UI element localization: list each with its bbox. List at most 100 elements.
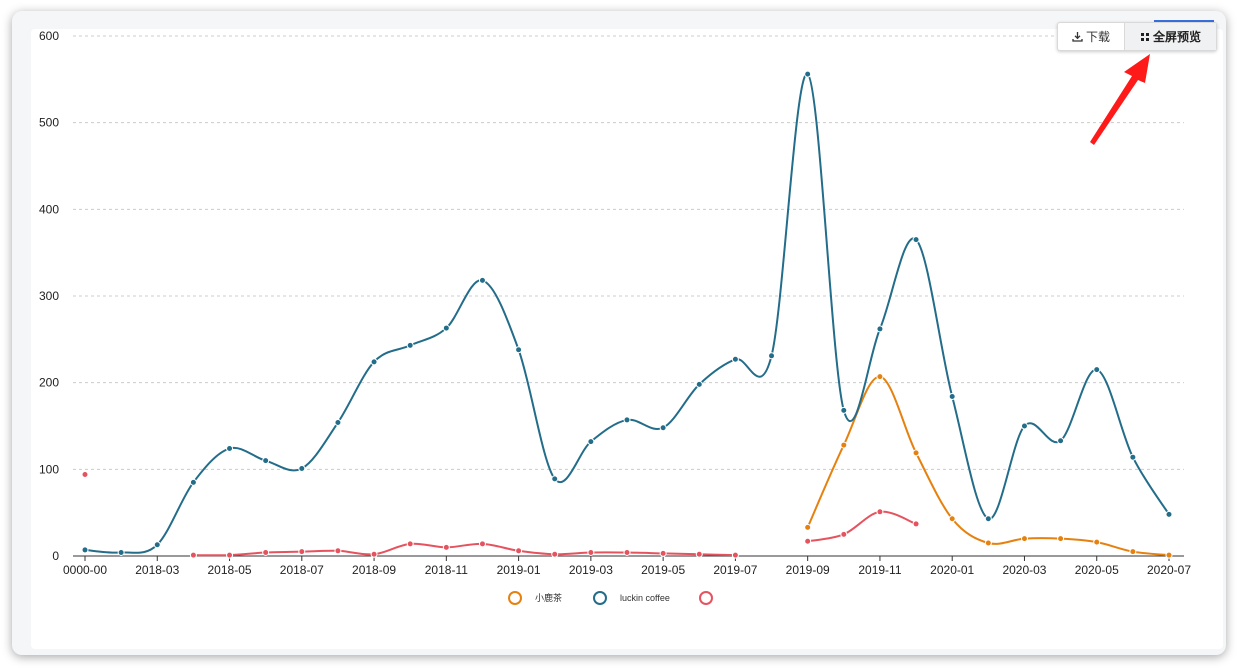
data-point[interactable] <box>334 419 342 427</box>
data-point[interactable] <box>912 449 920 457</box>
x-tick-label: 2020-01 <box>930 563 974 577</box>
data-point[interactable] <box>262 549 270 557</box>
legend-item[interactable]: 小鹿茶 <box>508 591 562 605</box>
data-point[interactable] <box>262 457 270 465</box>
data-point[interactable] <box>551 550 559 558</box>
data-point[interactable] <box>1057 437 1065 445</box>
data-point[interactable] <box>370 358 378 366</box>
data-point[interactable] <box>226 445 234 453</box>
data-point[interactable] <box>1020 422 1028 430</box>
data-point[interactable] <box>731 551 739 559</box>
data-point[interactable] <box>1165 510 1173 518</box>
data-point[interactable] <box>876 508 884 516</box>
data-point[interactable] <box>1093 366 1101 374</box>
data-point[interactable] <box>984 515 992 523</box>
data-point[interactable] <box>406 341 414 349</box>
data-point[interactable] <box>406 540 414 548</box>
grid-layer <box>73 35 1184 470</box>
app-window <box>12 11 1226 655</box>
data-point[interactable] <box>515 547 523 555</box>
download-button[interactable]: 下载 <box>1058 23 1125 50</box>
legend-label[interactable]: 小鹿茶 <box>535 592 562 603</box>
data-point[interactable] <box>298 548 306 556</box>
data-point[interactable] <box>1165 551 1173 559</box>
data-point[interactable] <box>948 393 956 401</box>
series-line <box>84 73 1170 554</box>
x-tick-label: 2018-03 <box>135 563 179 577</box>
data-point[interactable] <box>298 464 306 472</box>
data-point[interactable] <box>731 355 739 363</box>
fullscreen-preview-button[interactable]: 全屏预览 <box>1125 23 1216 50</box>
data-point[interactable] <box>840 441 848 449</box>
y-tick-label: 100 <box>39 462 59 476</box>
legend-label[interactable]: luckin coffee <box>620 593 670 603</box>
data-point[interactable] <box>442 324 450 332</box>
chart-panel <box>31 29 1223 649</box>
data-point[interactable] <box>551 475 559 483</box>
y-tick-label: 600 <box>39 29 59 43</box>
data-point[interactable] <box>695 550 703 558</box>
data-point[interactable] <box>587 549 595 557</box>
data-point[interactable] <box>515 346 523 354</box>
y-tick-label: 0 <box>52 549 59 563</box>
data-point[interactable] <box>478 540 486 548</box>
data-point[interactable] <box>1093 538 1101 546</box>
x-tick-label: 2019-05 <box>641 563 685 577</box>
fullscreen-label: 全屏预览 <box>1152 30 1201 44</box>
data-point[interactable] <box>623 549 631 557</box>
legend-marker[interactable] <box>593 591 607 605</box>
data-point[interactable] <box>81 471 89 479</box>
data-point[interactable] <box>1129 453 1137 461</box>
x-tick-label: 2018-05 <box>208 563 252 577</box>
data-point[interactable] <box>984 539 992 547</box>
data-point[interactable] <box>442 543 450 551</box>
legend-marker[interactable] <box>699 591 713 605</box>
series-line <box>806 375 1170 557</box>
data-point[interactable] <box>948 515 956 523</box>
data-point[interactable] <box>226 551 234 559</box>
data-point[interactable] <box>876 373 884 381</box>
data-point[interactable] <box>623 416 631 424</box>
data-point[interactable] <box>334 547 342 555</box>
data-point[interactable] <box>912 236 920 244</box>
data-point[interactable] <box>804 523 812 531</box>
y-tick-label: 500 <box>39 116 59 130</box>
data-point[interactable] <box>1057 535 1065 543</box>
data-point[interactable] <box>153 541 161 549</box>
data-point[interactable] <box>804 537 812 545</box>
download-label: 下载 <box>1085 30 1110 44</box>
series-小鹿茶 <box>804 373 1173 559</box>
legend[interactable]: 小鹿茶 luckin coffee <box>508 591 713 605</box>
data-point[interactable] <box>695 380 703 388</box>
data-point[interactable] <box>189 478 197 486</box>
data-point[interactable] <box>81 546 89 554</box>
chart-toolbar: 下载 全屏预览 <box>1057 22 1217 51</box>
x-tick-label: 2019-07 <box>713 563 757 577</box>
legend-item[interactable]: luckin coffee <box>593 591 670 605</box>
data-point[interactable] <box>587 438 595 446</box>
data-point[interactable] <box>1020 535 1028 543</box>
data-point[interactable] <box>478 276 486 284</box>
annotation-arrow <box>1090 54 1150 145</box>
data-point[interactable] <box>117 549 125 557</box>
data-point[interactable] <box>659 424 667 432</box>
data-point[interactable] <box>804 70 812 78</box>
red-arrow-icon <box>1090 54 1150 145</box>
data-point[interactable] <box>659 549 667 557</box>
data-point[interactable] <box>768 352 776 360</box>
data-point[interactable] <box>912 520 920 528</box>
data-point[interactable] <box>189 551 197 559</box>
series-line <box>807 510 917 543</box>
fullscreen-icon <box>1140 32 1149 41</box>
data-point[interactable] <box>840 406 848 414</box>
data-point[interactable] <box>876 325 884 333</box>
legend-marker[interactable] <box>508 591 522 605</box>
x-tick-label: 2018-11 <box>425 563 468 577</box>
selection-indicator <box>1154 20 1214 22</box>
x-tick-label: 2020-07 <box>1147 563 1191 577</box>
data-point[interactable] <box>370 550 378 558</box>
legend-item[interactable] <box>699 591 713 605</box>
data-point[interactable] <box>1129 548 1137 556</box>
data-point[interactable] <box>840 530 848 538</box>
x-tick-label: 2018-09 <box>352 563 396 577</box>
